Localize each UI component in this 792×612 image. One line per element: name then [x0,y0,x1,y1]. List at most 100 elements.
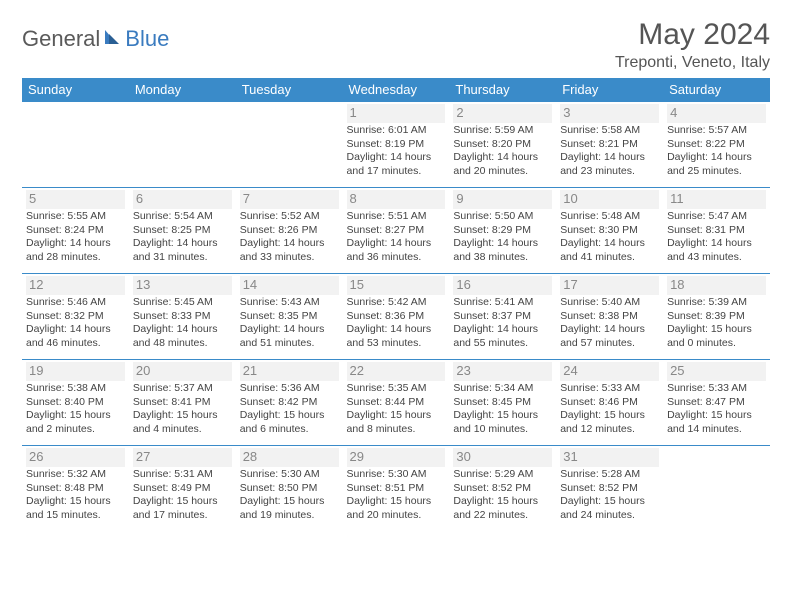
day-cell: 6Sunrise: 5:54 AMSunset: 8:25 PMDaylight… [129,188,236,274]
day-cell: 27Sunrise: 5:31 AMSunset: 8:49 PMDayligh… [129,446,236,532]
day-detail: Sunset: 8:32 PM [26,310,125,324]
day-detail: and 43 minutes. [667,251,766,265]
day-detail: and 14 minutes. [667,423,766,437]
day-header: Wednesday [343,78,450,102]
day-detail: Daylight: 14 hours [240,323,339,337]
day-detail: Sunset: 8:22 PM [667,138,766,152]
day-cell: 12Sunrise: 5:46 AMSunset: 8:32 PMDayligh… [22,274,129,360]
day-detail: Sunrise: 5:51 AM [347,210,446,224]
week-row: 12Sunrise: 5:46 AMSunset: 8:32 PMDayligh… [22,274,770,360]
day-detail: Sunset: 8:49 PM [133,482,232,496]
day-number: 19 [26,362,125,381]
day-number: 14 [240,276,339,295]
day-cell [236,102,343,188]
day-detail: Sunset: 8:29 PM [453,224,552,238]
day-detail: Sunset: 8:27 PM [347,224,446,238]
day-detail: Sunrise: 5:45 AM [133,296,232,310]
day-number: 29 [347,448,446,467]
day-cell [22,102,129,188]
day-detail: and 57 minutes. [560,337,659,351]
day-cell [663,446,770,532]
day-cell: 28Sunrise: 5:30 AMSunset: 8:50 PMDayligh… [236,446,343,532]
day-cell: 19Sunrise: 5:38 AMSunset: 8:40 PMDayligh… [22,360,129,446]
day-detail: and 48 minutes. [133,337,232,351]
day-detail: Daylight: 15 hours [133,409,232,423]
day-detail: Sunset: 8:25 PM [133,224,232,238]
day-number: 17 [560,276,659,295]
day-detail: Daylight: 15 hours [453,409,552,423]
day-detail: Sunrise: 5:47 AM [667,210,766,224]
day-detail: Daylight: 15 hours [560,495,659,509]
day-detail: Daylight: 15 hours [240,495,339,509]
day-detail: Daylight: 15 hours [347,409,446,423]
day-detail: Daylight: 14 hours [26,323,125,337]
day-detail: Sunrise: 5:57 AM [667,124,766,138]
day-detail: Sunrise: 5:31 AM [133,468,232,482]
day-cell: 7Sunrise: 5:52 AMSunset: 8:26 PMDaylight… [236,188,343,274]
week-row: 19Sunrise: 5:38 AMSunset: 8:40 PMDayligh… [22,360,770,446]
day-cell: 11Sunrise: 5:47 AMSunset: 8:31 PMDayligh… [663,188,770,274]
day-detail: and 31 minutes. [133,251,232,265]
day-detail: and 20 minutes. [453,165,552,179]
day-cell: 31Sunrise: 5:28 AMSunset: 8:52 PMDayligh… [556,446,663,532]
day-detail: Sunrise: 5:36 AM [240,382,339,396]
day-detail: Sunrise: 5:43 AM [240,296,339,310]
day-cell: 23Sunrise: 5:34 AMSunset: 8:45 PMDayligh… [449,360,556,446]
day-cell: 22Sunrise: 5:35 AMSunset: 8:44 PMDayligh… [343,360,450,446]
day-header: Monday [129,78,236,102]
day-detail: Sunrise: 5:34 AM [453,382,552,396]
day-number: 10 [560,190,659,209]
day-detail: Sunset: 8:33 PM [133,310,232,324]
day-detail: Daylight: 15 hours [667,323,766,337]
day-detail: Sunset: 8:51 PM [347,482,446,496]
day-detail: Sunrise: 5:42 AM [347,296,446,310]
day-number: 27 [133,448,232,467]
day-detail: Sunrise: 5:39 AM [667,296,766,310]
day-cell [129,102,236,188]
day-detail: Daylight: 14 hours [347,237,446,251]
day-detail: Sunset: 8:47 PM [667,396,766,410]
day-detail: Sunset: 8:44 PM [347,396,446,410]
day-number: 7 [240,190,339,209]
day-cell: 2Sunrise: 5:59 AMSunset: 8:20 PMDaylight… [449,102,556,188]
day-cell: 8Sunrise: 5:51 AMSunset: 8:27 PMDaylight… [343,188,450,274]
day-number: 11 [667,190,766,209]
day-detail: Sunset: 8:52 PM [560,482,659,496]
day-detail: Sunset: 8:31 PM [667,224,766,238]
day-number: 8 [347,190,446,209]
day-number: 30 [453,448,552,467]
day-header: Sunday [22,78,129,102]
day-number: 3 [560,104,659,123]
month-title: May 2024 [615,18,770,52]
day-detail: Sunset: 8:48 PM [26,482,125,496]
day-detail: Sunset: 8:45 PM [453,396,552,410]
day-number: 31 [560,448,659,467]
day-detail: Sunrise: 5:58 AM [560,124,659,138]
header: General Blue May 2024 Treponti, Veneto, … [22,18,770,72]
week-row: 1Sunrise: 6:01 AMSunset: 8:19 PMDaylight… [22,102,770,188]
day-number: 20 [133,362,232,381]
day-detail: Sunset: 8:35 PM [240,310,339,324]
day-detail: Sunset: 8:37 PM [453,310,552,324]
day-detail: and 25 minutes. [667,165,766,179]
day-detail: Daylight: 15 hours [26,409,125,423]
day-detail: Daylight: 14 hours [560,323,659,337]
day-detail: Sunset: 8:26 PM [240,224,339,238]
day-cell: 30Sunrise: 5:29 AMSunset: 8:52 PMDayligh… [449,446,556,532]
day-detail: Sunset: 8:20 PM [453,138,552,152]
day-number: 22 [347,362,446,381]
day-detail: Sunrise: 5:52 AM [240,210,339,224]
day-header: Friday [556,78,663,102]
day-cell: 29Sunrise: 5:30 AMSunset: 8:51 PMDayligh… [343,446,450,532]
day-detail: and 46 minutes. [26,337,125,351]
brand-logo: General Blue [22,26,169,52]
day-number: 18 [667,276,766,295]
day-detail: Sunset: 8:39 PM [667,310,766,324]
day-number: 16 [453,276,552,295]
day-number: 4 [667,104,766,123]
day-number: 6 [133,190,232,209]
day-detail: Daylight: 15 hours [347,495,446,509]
day-detail: and 41 minutes. [560,251,659,265]
day-detail: Sunrise: 5:37 AM [133,382,232,396]
day-detail: Sunset: 8:41 PM [133,396,232,410]
